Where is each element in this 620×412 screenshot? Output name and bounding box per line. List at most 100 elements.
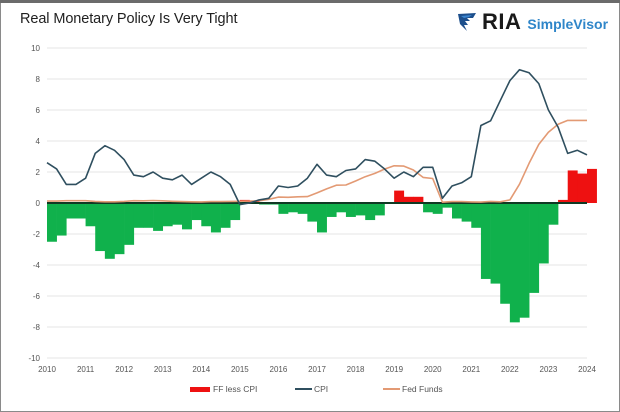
ff-less-cpi-bar <box>509 203 520 323</box>
ff-less-cpi-bar <box>230 203 241 221</box>
ff-less-cpi-bars <box>47 168 597 323</box>
grid-lines <box>47 47 587 359</box>
y-tick-label: 2 <box>36 168 41 177</box>
legend-item-ff-less-cpi: FF less CPI <box>190 384 257 394</box>
ff-less-cpi-bar <box>104 203 115 259</box>
y-tick-label: 0 <box>36 199 41 208</box>
legend-label: FF less CPI <box>213 384 258 394</box>
ff-less-cpi-bar <box>558 199 569 203</box>
ff-less-cpi-bar <box>355 203 366 216</box>
ff-less-cpi-bar <box>548 203 559 225</box>
ff-less-cpi-bar <box>201 203 212 227</box>
x-tick-label: 2023 <box>540 365 558 374</box>
y-tick-label: -6 <box>33 292 41 301</box>
y-tick-label: 6 <box>36 106 41 115</box>
ff-less-cpi-bar <box>75 203 86 219</box>
ff-less-cpi-bar <box>66 203 77 219</box>
ff-less-cpi-bar <box>47 203 57 242</box>
y-tick-label: -4 <box>33 261 41 270</box>
frame-top-border <box>0 0 620 3</box>
ff-less-cpi-bar <box>95 203 106 252</box>
ff-less-cpi-bar <box>143 203 154 228</box>
ff-less-cpi-bar <box>56 203 67 236</box>
logo-brand-text: RIA <box>482 9 522 34</box>
ff-less-cpi-bar <box>374 203 385 216</box>
legend-item-fed-funds: Fed Funds <box>383 384 443 394</box>
ff-less-cpi-bar <box>432 203 443 214</box>
y-tick-label: 10 <box>31 44 40 53</box>
ff-less-cpi-bar <box>336 203 347 213</box>
ff-less-cpi-bar <box>220 203 231 228</box>
ff-less-cpi-bar <box>153 203 164 231</box>
ff-less-cpi-bar <box>577 173 588 203</box>
legend-swatch-fed-funds <box>383 388 400 390</box>
ff-less-cpi-bar <box>162 203 173 227</box>
ff-less-cpi-bar <box>182 203 192 230</box>
ff-less-cpi-bar <box>114 203 125 255</box>
legend-label: Fed Funds <box>402 384 443 394</box>
ff-less-cpi-bar <box>191 203 202 221</box>
x-tick-label: 2019 <box>385 365 403 374</box>
fed-funds-line <box>47 119 587 203</box>
ff-less-cpi-bar <box>394 190 405 203</box>
ff-less-cpi-bar <box>317 203 327 233</box>
y-tick-label: -2 <box>33 230 41 239</box>
ff-less-cpi-bar <box>297 203 308 214</box>
ff-less-cpi-bar <box>345 203 356 217</box>
ff-less-cpi-bar <box>538 203 549 264</box>
x-tick-label: 2011 <box>77 365 95 374</box>
x-axis-ticks: 2010 2011 2012 2013 2014 2015 2016 2017 2018 2019… <box>38 365 596 374</box>
logo-product-text: SimpleVisor <box>527 16 609 32</box>
legend-item-cpi: CPI <box>295 384 328 394</box>
ff-less-cpi-bar <box>278 203 289 214</box>
ff-less-cpi-bar <box>403 196 414 203</box>
x-tick-label: 2018 <box>347 365 365 374</box>
legend-swatch-cpi <box>295 388 312 390</box>
x-tick-label: 2024 <box>578 365 596 374</box>
ff-less-cpi-bar <box>452 203 462 219</box>
ff-less-cpi-bar <box>587 168 597 203</box>
ff-less-cpi-bar <box>567 170 578 203</box>
x-tick-label: 2020 <box>424 365 442 374</box>
ff-less-cpi-bar <box>85 203 96 227</box>
legend-swatch-ff-less-cpi <box>190 386 210 392</box>
ff-less-cpi-bar <box>423 203 434 213</box>
ff-less-cpi-bar <box>471 203 482 228</box>
chart-title: Real Monetary Policy Is Very Tight <box>20 11 238 27</box>
ff-less-cpi-bar <box>210 203 221 233</box>
ff-less-cpi-bar <box>124 203 135 245</box>
ff-less-cpi-bar <box>519 203 530 318</box>
ff-less-cpi-bar <box>307 203 318 222</box>
x-tick-label: 2015 <box>231 365 249 374</box>
x-tick-label: 2013 <box>154 365 172 374</box>
x-tick-label: 2014 <box>192 365 210 374</box>
y-tick-label: 8 <box>36 75 41 84</box>
y-axis-ticks: 10 8 6 4 2 0 -2 -4 -6 -8 -10 <box>28 44 40 363</box>
ff-less-cpi-bar <box>442 203 453 208</box>
x-tick-label: 2012 <box>115 365 133 374</box>
ff-less-cpi-bar <box>461 203 472 222</box>
series-lines <box>46 68 588 206</box>
legend-label: CPI <box>314 384 329 394</box>
y-tick-label: 4 <box>36 137 41 146</box>
ff-less-cpi-bar <box>288 203 299 213</box>
ff-less-cpi-bar <box>480 203 491 279</box>
ff-less-cpi-bar <box>172 203 183 225</box>
ff-less-cpi-bar <box>529 203 540 293</box>
ff-less-cpi-bar <box>500 203 511 304</box>
ff-less-cpi-bar <box>365 203 376 221</box>
x-tick-label: 2010 <box>38 365 56 374</box>
y-tick-label: -10 <box>28 354 40 363</box>
ff-less-cpi-bar <box>413 196 424 203</box>
legend: FF less CPI CPI Fed Funds <box>0 384 620 398</box>
ff-less-cpi-bar <box>326 203 337 217</box>
brand-logo: RIA SimpleVisor <box>456 8 608 36</box>
x-tick-label: 2017 <box>308 365 326 374</box>
x-tick-label: 2016 <box>270 365 288 374</box>
x-tick-label: 2022 <box>501 365 519 374</box>
y-tick-label: -8 <box>33 323 41 332</box>
ff-less-cpi-bar <box>490 203 501 284</box>
cpi-line <box>46 68 588 206</box>
ria-eagle-shield-icon <box>458 13 476 31</box>
